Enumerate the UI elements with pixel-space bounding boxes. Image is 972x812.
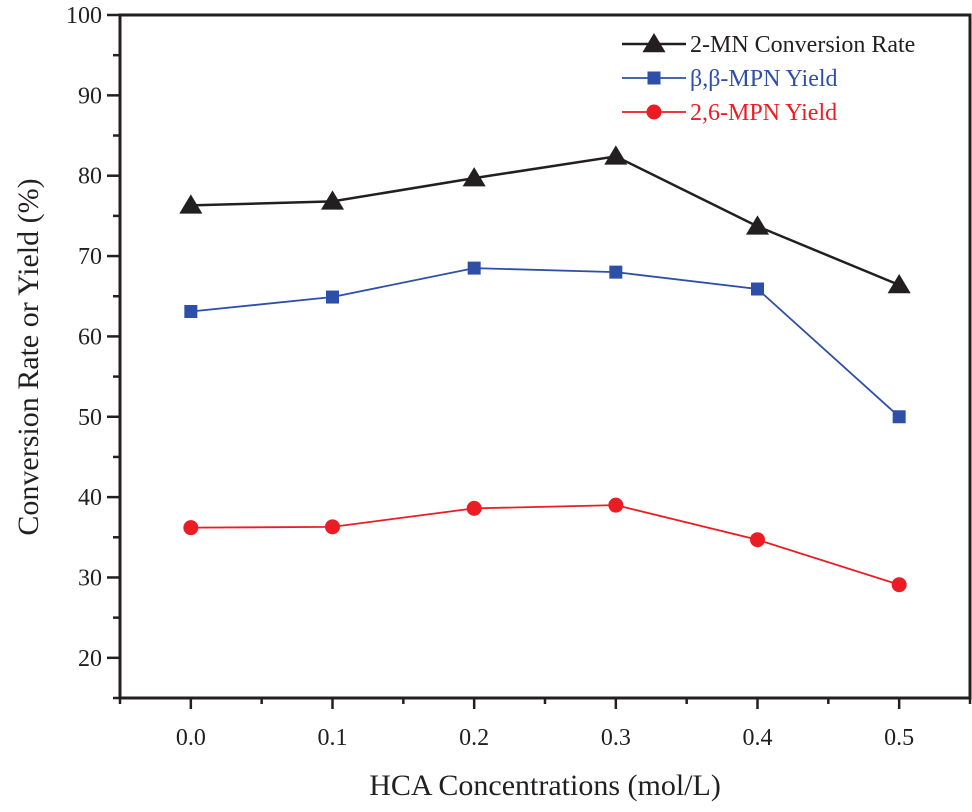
x-tick-label: 0.1	[318, 725, 348, 751]
plot-frame	[118, 13, 972, 700]
series-line-circle	[190, 504, 900, 586]
data-point-square	[184, 305, 198, 319]
x-tick-label: 0.0	[176, 725, 206, 751]
data-point-square	[892, 410, 906, 424]
x-tick-label: 0.4	[743, 725, 773, 751]
series-markers	[179, 145, 911, 593]
data-point-triangle	[887, 273, 911, 294]
data-point-triangle	[462, 167, 486, 187]
y-axis-title: Conversion Rate or Yield (%)	[12, 178, 45, 535]
y-tick-label: 50	[78, 405, 102, 431]
y-axis-ticks: 20 30 40 50 60 70 80 90 100	[66, 3, 120, 700]
series-lines	[190, 155, 900, 586]
y-tick-label: 40	[78, 485, 102, 511]
data-point-square	[326, 290, 339, 304]
y-tick-label: 80	[78, 164, 102, 190]
x-tick-label: 0.2	[459, 725, 489, 751]
legend-marker-square	[647, 71, 661, 85]
x-tick-label: 0.5	[884, 725, 914, 751]
data-point-square	[609, 265, 623, 279]
data-point-circle	[750, 532, 765, 548]
data-point-square	[467, 261, 481, 275]
y-tick-label: 60	[78, 324, 102, 350]
legend-marker-triangle	[642, 33, 666, 53]
data-point-circle	[891, 577, 907, 593]
data-point-circle	[466, 500, 482, 516]
legend-marker-circle	[646, 104, 662, 120]
legend-label: β,β-MPN Yield	[690, 66, 838, 92]
y-tick-label: 70	[78, 244, 102, 270]
data-point-triangle	[604, 145, 628, 165]
data-point-circle	[608, 497, 624, 513]
series-line-square	[190, 267, 900, 418]
y-tick-label: 100	[66, 3, 102, 29]
x-axis-ticks: 0.0 0.1 0.2 0.3 0.4 0.5	[118, 698, 972, 751]
y-tick-label: 30	[78, 565, 102, 591]
legend: 2-MN Conversion Rate β,β-MPN Yield 2,6-MPN…	[622, 32, 915, 126]
data-point-circle	[325, 519, 340, 535]
data-point-triangle	[179, 194, 203, 214]
x-tick-label: 0.3	[601, 725, 631, 751]
legend-label: 2,6-MPN Yield	[690, 100, 837, 126]
data-point-triangle	[320, 190, 345, 210]
plot-border	[118, 13, 972, 700]
y-tick-label: 20	[78, 646, 102, 672]
data-point-circle	[183, 520, 199, 536]
data-point-square	[751, 282, 764, 296]
data-point-triangle	[745, 215, 770, 235]
legend-label: 2-MN Conversion Rate	[690, 32, 915, 58]
x-axis-title: HCA Concentrations (mol/L)	[369, 769, 721, 802]
y-tick-label: 90	[78, 83, 102, 109]
series-line-triangle	[190, 155, 900, 287]
